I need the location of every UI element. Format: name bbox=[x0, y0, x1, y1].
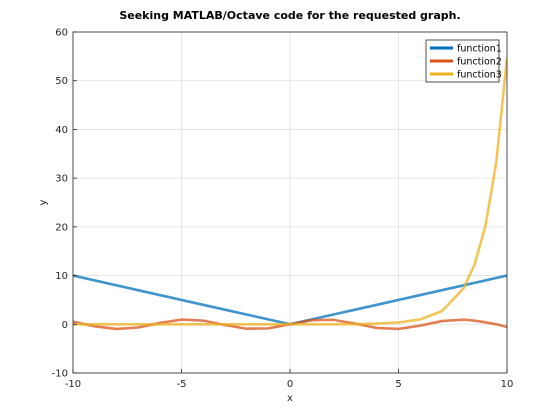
series-line-function3 bbox=[73, 58, 507, 326]
axis-ticks: -10 -5 0 5 10 -10 0 10 20 30 40 50 60 bbox=[52, 28, 514, 391]
x-tick-label: 5 bbox=[395, 379, 401, 390]
x-axis-label: x bbox=[287, 393, 293, 404]
y-tick-label: 10 bbox=[55, 271, 68, 282]
series-lines bbox=[73, 58, 507, 331]
x-tick-label: -5 bbox=[177, 379, 187, 390]
y-tick-label: 40 bbox=[55, 125, 68, 136]
x-tick-label: -10 bbox=[65, 379, 81, 390]
chart-title: Seeking MATLAB/Octave code for the reque… bbox=[119, 9, 460, 22]
legend-label: function1 bbox=[457, 44, 502, 55]
y-tick-label: 60 bbox=[55, 28, 68, 39]
x-tick-label: 10 bbox=[501, 379, 514, 390]
y-tick-label: 20 bbox=[55, 222, 68, 233]
y-tick-label: 30 bbox=[55, 174, 68, 185]
x-tick-label: 0 bbox=[287, 379, 293, 390]
y-tick-label: 50 bbox=[55, 76, 68, 87]
y-axis-label: y bbox=[38, 199, 49, 205]
y-tick-label: -10 bbox=[52, 369, 68, 380]
legend-label: function3 bbox=[457, 70, 502, 81]
legend-label: function2 bbox=[457, 57, 502, 68]
y-tick-label: 0 bbox=[62, 320, 68, 331]
legend: function1 function2 function3 bbox=[425, 39, 502, 83]
